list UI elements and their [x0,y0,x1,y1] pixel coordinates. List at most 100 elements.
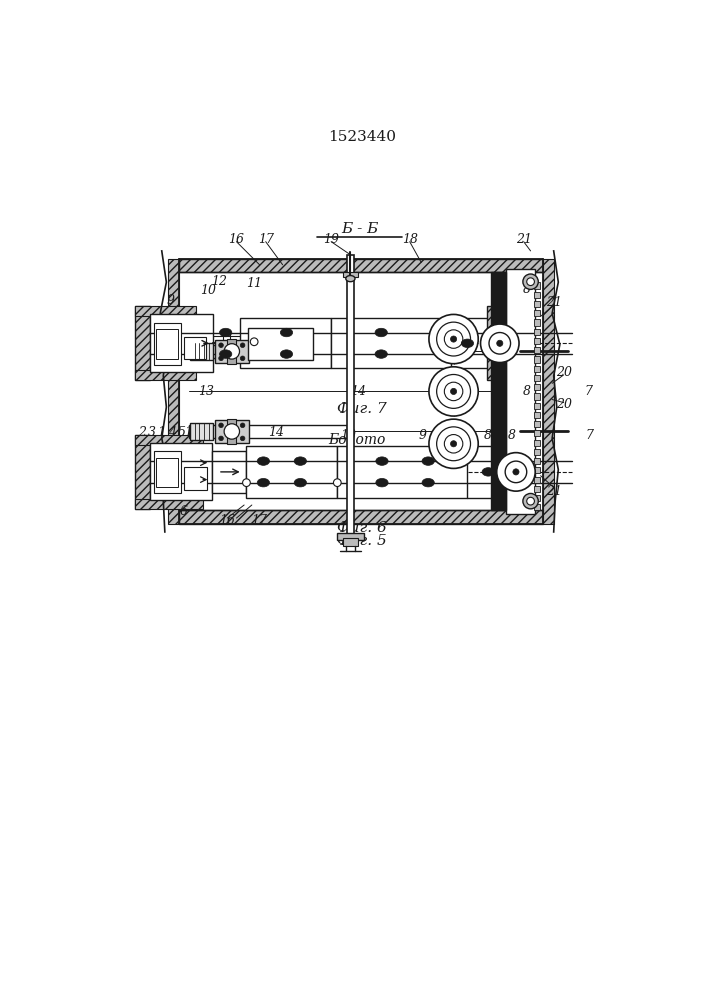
Text: 8: 8 [522,283,531,296]
Circle shape [497,340,503,346]
Bar [534,356,540,363]
Bar [534,504,540,510]
Bar [337,446,467,498]
Bar [491,272,506,510]
Text: 12: 12 [184,426,200,439]
Text: 13: 13 [198,385,214,398]
Circle shape [243,479,250,487]
Text: 1523440: 1523440 [328,130,396,144]
Text: 6: 6 [180,505,188,518]
Text: Фиг. 7: Фиг. 7 [337,402,387,416]
Bar [534,292,540,298]
Text: 16: 16 [228,233,245,246]
Circle shape [444,330,463,348]
Bar [534,338,540,344]
Bar [534,403,540,409]
Circle shape [489,333,510,354]
Circle shape [437,322,471,356]
Circle shape [450,441,457,447]
Bar [534,486,540,492]
Text: 20: 20 [556,366,572,379]
Text: 2: 2 [138,426,146,439]
Bar [534,319,540,326]
Circle shape [240,423,245,428]
Circle shape [437,374,471,408]
Bar [534,301,540,307]
Ellipse shape [376,478,388,487]
Circle shape [218,343,223,348]
Text: Фиг. 5: Фиг. 5 [337,534,387,548]
Circle shape [240,356,245,361]
Text: 8: 8 [522,385,531,398]
Bar [135,435,150,509]
Circle shape [481,324,519,363]
Bar [331,318,450,368]
Bar [534,375,540,381]
Bar [135,306,197,316]
Text: 12: 12 [211,275,227,288]
Circle shape [437,427,471,461]
Text: 21: 21 [547,296,563,309]
Bar [247,446,337,498]
Circle shape [513,469,519,475]
Circle shape [444,435,463,453]
Bar [168,259,179,524]
Bar [190,343,214,360]
Text: 19: 19 [323,233,339,246]
Bar [487,306,503,380]
Circle shape [450,336,457,342]
Bar [135,435,203,445]
Ellipse shape [281,328,293,337]
Circle shape [224,424,240,439]
Ellipse shape [257,478,269,487]
Ellipse shape [346,276,355,282]
Bar [343,538,358,546]
Text: 4: 4 [168,426,176,439]
Circle shape [218,423,223,428]
Text: 7: 7 [585,429,593,442]
Bar [346,255,354,540]
Bar [534,449,540,455]
Circle shape [240,436,245,441]
Bar [534,310,540,316]
Ellipse shape [281,350,293,358]
Bar [179,259,543,272]
Bar [154,451,181,493]
Bar [534,347,540,353]
Text: 9: 9 [167,472,175,485]
Text: 11: 11 [207,426,223,439]
Bar [135,499,203,509]
Bar [189,425,346,438]
Text: 10: 10 [200,284,216,297]
Circle shape [506,461,527,483]
Text: 13: 13 [195,426,211,439]
Circle shape [527,278,534,286]
Bar [534,412,540,418]
Circle shape [444,382,463,401]
Ellipse shape [219,350,232,358]
Bar [534,366,540,372]
Ellipse shape [422,478,434,487]
Bar [506,269,535,514]
Text: 8: 8 [508,429,516,442]
Bar [189,345,346,358]
Circle shape [497,453,535,491]
Ellipse shape [294,478,307,487]
Bar [534,477,540,483]
Bar [227,339,236,364]
Bar [534,329,540,335]
Circle shape [218,356,223,361]
Text: 21: 21 [515,233,532,246]
Text: 9: 9 [419,429,427,442]
Bar [184,467,207,490]
Bar [534,384,540,390]
Bar [227,419,236,444]
Text: 3: 3 [148,426,156,439]
Text: 5: 5 [177,426,186,439]
Ellipse shape [482,468,494,476]
Text: 10: 10 [340,429,356,442]
Text: 9: 9 [456,385,464,398]
Bar [534,282,540,289]
Bar [534,430,540,436]
Text: 18: 18 [402,233,418,246]
